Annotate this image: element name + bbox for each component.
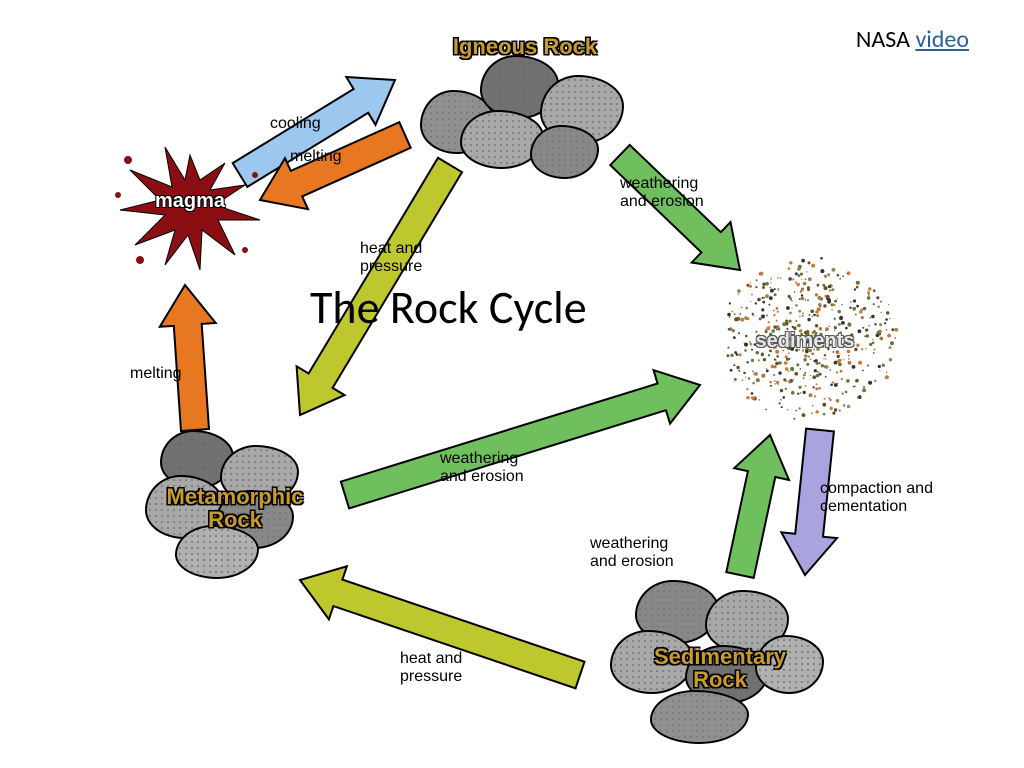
process-label-sedimentary-to-metamorphic: heat and pressure: [400, 650, 462, 687]
igneous-rock-node: Igneous Rock: [400, 35, 650, 175]
process-label-sediments-to-sedimentary: compaction and cementation: [820, 480, 933, 517]
process-label-igneous-to-sediments: weathering and erosion: [620, 175, 704, 212]
sediments-node: sediments: [700, 245, 900, 425]
metamorphic-label: Metamorphic Rock: [120, 485, 350, 531]
sedimentary-label: Sedimentary Rock: [605, 645, 835, 691]
sedimentary-rock-node: Sedimentary Rock: [580, 570, 840, 750]
header-attribution: NASA video: [856, 25, 969, 54]
process-label-igneous-to-magma: melting: [290, 148, 342, 166]
metamorphic-rock-node: Metamorphic Rock: [120, 420, 360, 590]
diagram-title: The Rock Cycle: [310, 280, 587, 336]
process-label-sedimentary-to-sediments: weathering and erosion: [590, 535, 674, 572]
igneous-label: Igneous Rock: [400, 35, 650, 58]
sediments-label: sediments: [756, 330, 855, 352]
arrow-metamorphic-to-magma: [160, 285, 216, 431]
magma-label: magma: [155, 190, 225, 212]
process-label-igneous-to-metamorphic: heat and pressure: [360, 240, 422, 277]
process-label-magma-to-igneous: cooling: [270, 115, 321, 133]
arrow-metamorphic-to-sediments: [341, 370, 700, 508]
video-link[interactable]: video: [915, 25, 969, 54]
process-label-metamorphic-to-magma: melting: [130, 365, 182, 383]
arrow-sedimentary-to-sediments: [726, 435, 789, 578]
magma-node: magma: [110, 135, 260, 265]
header-prefix: NASA: [856, 25, 916, 54]
process-label-metamorphic-to-sediments: weathering and erosion: [440, 450, 524, 487]
